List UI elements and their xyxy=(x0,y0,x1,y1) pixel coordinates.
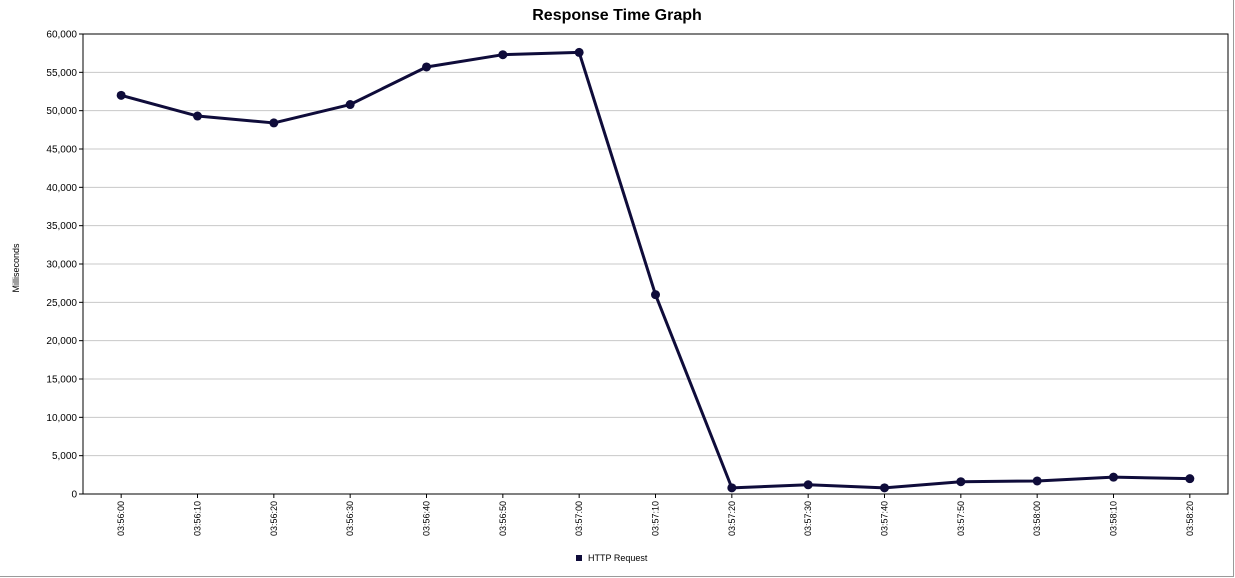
series-layer xyxy=(116,47,1195,493)
y-tick-label: 40,000 xyxy=(46,183,77,194)
data-point xyxy=(116,90,126,100)
data-point xyxy=(422,62,431,72)
y-tick-label: 30,000 xyxy=(46,260,77,271)
x-tick-label: 03:56:30 xyxy=(345,501,355,536)
x-tick-label: 03:56:20 xyxy=(269,501,279,536)
y-tick-label: 35,000 xyxy=(46,221,77,232)
y-axis-label: Milliseconds xyxy=(11,243,21,293)
x-tick-label: 03:56:00 xyxy=(116,501,126,536)
data-point xyxy=(651,290,660,300)
y-axis-ticks: 0 5,000 10,000 15,000 20,000 25,000 30,000 35,0… xyxy=(46,30,83,501)
x-axis-ticks: 03:56:00 03:56:10 03:56:20 03:56:30 03:56:40… xyxy=(116,494,1195,536)
data-point xyxy=(269,118,279,128)
chart-title: Response Time Graph xyxy=(532,7,702,24)
x-tick-label: 03:57:40 xyxy=(880,501,890,536)
y-tick-label: 60,000 xyxy=(46,30,77,41)
x-tick-label: 03:56:50 xyxy=(498,501,508,536)
data-point xyxy=(193,111,202,121)
data-point xyxy=(880,483,889,493)
y-tick-label: 50,000 xyxy=(46,106,77,117)
x-tick-label: 03:57:30 xyxy=(803,501,813,536)
x-tick-label: 03:58:00 xyxy=(1032,501,1042,536)
legend-swatch xyxy=(576,555,582,561)
x-tick-label: 03:57:00 xyxy=(574,501,584,536)
legend-label: HTTP Request xyxy=(588,553,648,563)
x-tick-label: 03:58:20 xyxy=(1185,501,1195,536)
data-point xyxy=(345,100,355,110)
x-tick-label: 03:57:10 xyxy=(651,501,661,536)
y-tick-label: 55,000 xyxy=(46,68,77,79)
y-tick-label: 10,000 xyxy=(46,413,77,424)
data-point xyxy=(727,483,737,493)
data-point xyxy=(1185,474,1195,484)
plot-area xyxy=(82,33,1229,495)
x-tick-label: 03:56:40 xyxy=(422,501,432,536)
y-tick-label: 5,000 xyxy=(52,451,77,462)
y-tick-label: 0 xyxy=(71,490,77,501)
data-point xyxy=(574,47,584,57)
x-tick-label: 03:56:10 xyxy=(193,501,203,536)
data-point xyxy=(1109,472,1118,482)
data-point xyxy=(803,480,813,490)
x-tick-label: 03:57:20 xyxy=(727,501,737,536)
y-tick-label: 15,000 xyxy=(46,375,77,386)
legend: HTTP Request xyxy=(576,553,648,563)
data-point xyxy=(956,477,966,487)
x-tick-label: 03:58:10 xyxy=(1109,501,1119,536)
series-line xyxy=(120,50,1190,490)
y-tick-label: 25,000 xyxy=(46,298,77,309)
y-tick-label: 45,000 xyxy=(46,145,77,156)
data-point xyxy=(498,50,508,60)
x-tick-label: 03:57:50 xyxy=(956,501,966,536)
y-tick-label: 20,000 xyxy=(46,336,77,347)
gridlines xyxy=(83,71,1228,457)
data-point xyxy=(1032,476,1042,486)
